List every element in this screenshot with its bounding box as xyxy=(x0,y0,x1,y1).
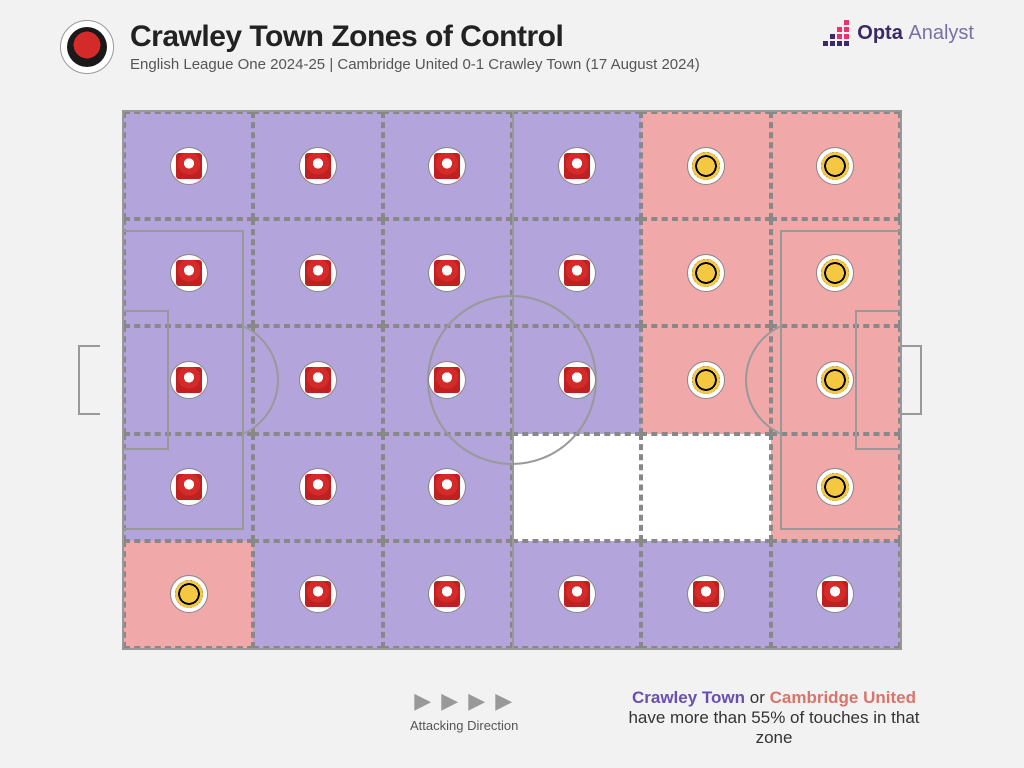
cambridge-badge-icon xyxy=(816,254,854,292)
crawley-badge-icon xyxy=(816,575,854,613)
crawley-badge-icon xyxy=(428,575,466,613)
zone-r0-c2 xyxy=(383,112,512,219)
brand-name: Opta xyxy=(857,22,903,44)
header: Crawley Town Zones of Control English Le… xyxy=(0,0,1024,84)
zone-r0-c0 xyxy=(124,112,253,219)
crawley-badge-icon xyxy=(299,147,337,185)
pitch xyxy=(122,110,902,650)
crawley-badge-icon xyxy=(558,361,596,399)
legend: Crawley Town or Cambridge United have mo… xyxy=(614,688,934,748)
attacking-direction: ▶ ▶ ▶ ▶ Attacking Direction xyxy=(410,688,518,733)
cambridge-badge-icon xyxy=(170,575,208,613)
zone-r1-c4 xyxy=(641,219,770,326)
zone-r3-c1 xyxy=(253,434,382,541)
title-block: Crawley Town Zones of Control English Le… xyxy=(130,20,807,73)
crawley-badge-icon xyxy=(558,147,596,185)
legend-team1: Crawley Town xyxy=(632,688,745,707)
brand-dots-icon xyxy=(823,20,849,46)
club-badge-icon xyxy=(67,27,107,67)
zone-r4-c0 xyxy=(124,541,253,648)
brand-suffix: Analyst xyxy=(908,22,974,44)
crawley-badge-icon xyxy=(170,147,208,185)
legend-or: or xyxy=(745,688,770,707)
cambridge-badge-icon xyxy=(687,254,725,292)
page-subtitle: English League One 2024-25 | Cambridge U… xyxy=(130,56,807,73)
zone-r4-c3 xyxy=(512,541,641,648)
brand-logo: Opta Analyst xyxy=(823,20,974,46)
crawley-badge-icon xyxy=(170,361,208,399)
crawley-badge-icon xyxy=(299,468,337,506)
crawley-badge-icon xyxy=(299,361,337,399)
club-badge xyxy=(60,20,114,74)
crawley-badge-icon xyxy=(428,147,466,185)
cambridge-badge-icon xyxy=(687,361,725,399)
six-yard-box-right xyxy=(855,310,900,450)
zone-r4-c1 xyxy=(253,541,382,648)
crawley-badge-icon xyxy=(170,254,208,292)
crawley-badge-icon xyxy=(428,468,466,506)
crawley-badge-icon xyxy=(428,254,466,292)
zone-r4-c4 xyxy=(641,541,770,648)
direction-arrows-icon: ▶ ▶ ▶ ▶ xyxy=(410,688,518,714)
page-title: Crawley Town Zones of Control xyxy=(130,20,807,54)
zone-r0-c3 xyxy=(512,112,641,219)
zone-r0-c1 xyxy=(253,112,382,219)
pitch-container xyxy=(100,110,924,650)
zone-r0-c4 xyxy=(641,112,770,219)
zone-r3-c4 xyxy=(641,434,770,541)
direction-label: Attacking Direction xyxy=(410,718,518,733)
zone-r4-c5 xyxy=(771,541,900,648)
legend-team2: Cambridge United xyxy=(770,688,916,707)
goal-right xyxy=(900,345,922,415)
cambridge-badge-icon xyxy=(816,147,854,185)
cambridge-badge-icon xyxy=(687,147,725,185)
crawley-badge-icon xyxy=(558,254,596,292)
zone-r0-c5 xyxy=(771,112,900,219)
crawley-badge-icon xyxy=(687,575,725,613)
crawley-badge-icon xyxy=(299,575,337,613)
zone-r1-c1 xyxy=(253,219,382,326)
goal-left xyxy=(78,345,100,415)
crawley-badge-icon xyxy=(558,575,596,613)
crawley-badge-icon xyxy=(170,468,208,506)
legend-rest: have more than 55% of touches in that zo… xyxy=(628,708,919,747)
crawley-badge-icon xyxy=(299,254,337,292)
footer: ▶ ▶ ▶ ▶ Attacking Direction Crawley Town… xyxy=(100,688,934,748)
six-yard-box-left xyxy=(124,310,169,450)
zone-r4-c2 xyxy=(383,541,512,648)
